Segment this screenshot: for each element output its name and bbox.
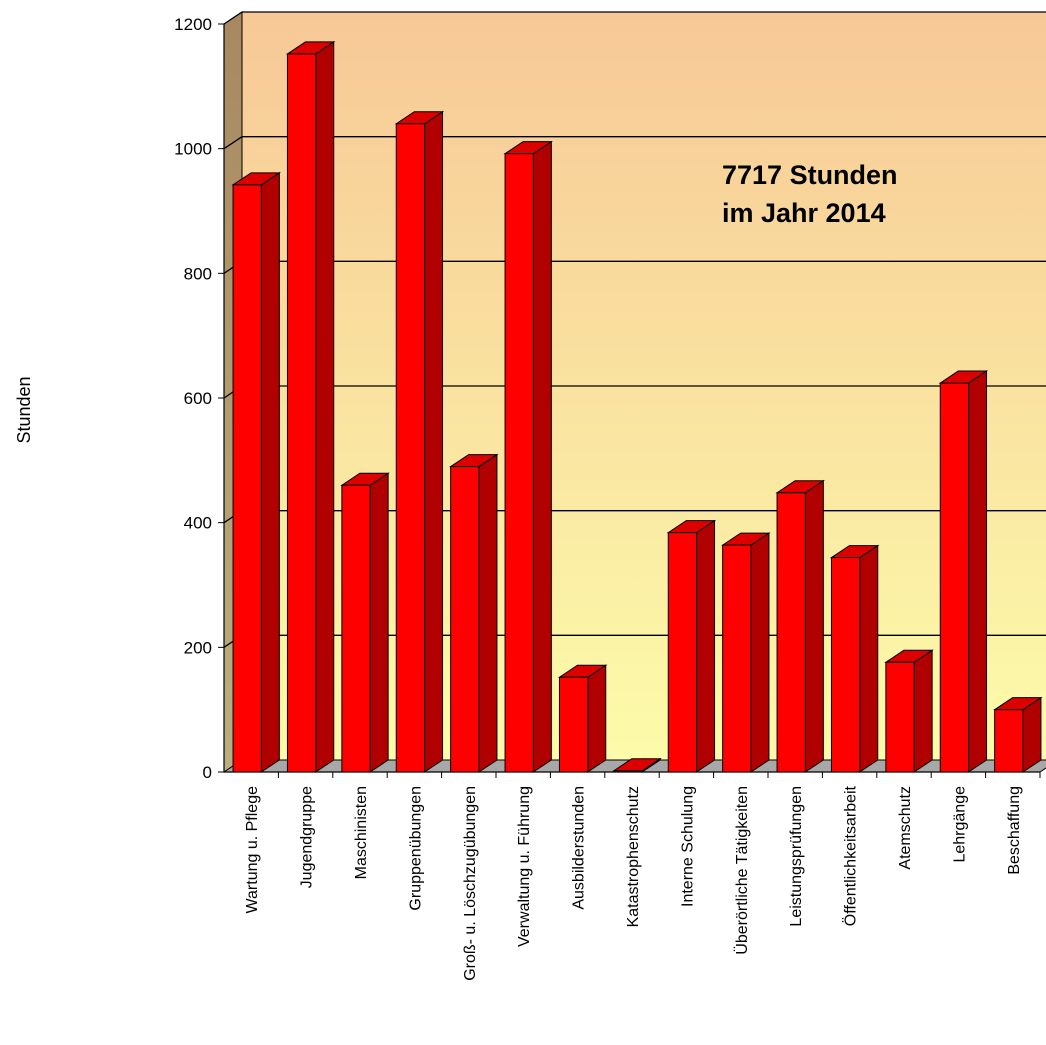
bar-side bbox=[369, 472, 389, 773]
bar-front bbox=[286, 53, 317, 773]
y-tick-label: 400 bbox=[184, 514, 212, 533]
bar-side bbox=[478, 453, 498, 773]
bar-side bbox=[804, 479, 824, 773]
x-tick-label: Ausbilderstunden bbox=[571, 786, 588, 910]
bar bbox=[721, 532, 771, 773]
bar bbox=[340, 472, 390, 773]
x-tick-label: Leistungsprüfungen bbox=[788, 786, 805, 927]
y-tick-label: 1200 bbox=[174, 15, 212, 34]
bar-front bbox=[450, 466, 480, 773]
bar bbox=[557, 664, 608, 773]
bar bbox=[884, 649, 934, 773]
bar-front bbox=[722, 544, 752, 773]
gridline bbox=[223, 11, 1046, 25]
bar bbox=[394, 110, 445, 773]
bar-side bbox=[260, 171, 280, 773]
bar-side bbox=[315, 40, 335, 773]
bar-front bbox=[558, 676, 589, 773]
labels: Wartung u. Pflege Jugendgruppe Maschiniste… bbox=[244, 785, 1023, 980]
bar-front bbox=[939, 382, 970, 773]
y-axis-label: Stunden bbox=[14, 376, 34, 443]
x-tick-label: Lehrgänge bbox=[951, 786, 968, 863]
bar-side bbox=[587, 664, 607, 773]
bar-front bbox=[613, 770, 643, 773]
x-tick-label: Groß- u. Löschzugübungen bbox=[462, 786, 479, 981]
y-tick-label: 0 bbox=[203, 763, 212, 782]
x-tick-label: Wartung u. Pflege bbox=[244, 786, 261, 914]
bar bbox=[449, 453, 499, 773]
x-tick-label: Jugendgruppe bbox=[299, 786, 316, 888]
gridline bbox=[223, 136, 1046, 150]
bar-side bbox=[532, 140, 552, 773]
bar-front bbox=[776, 492, 806, 773]
x-tick-label: Atemschutz bbox=[897, 786, 914, 870]
bar bbox=[231, 171, 281, 773]
y-tick-label: 1000 bbox=[174, 140, 212, 159]
bar bbox=[938, 370, 989, 773]
bar-side bbox=[968, 370, 988, 773]
x-tick-label: Beschaffung bbox=[1006, 786, 1023, 875]
x-tick-label: Maschinisten bbox=[353, 786, 370, 879]
x-tick-label: Interne Schulung bbox=[679, 786, 696, 907]
x-tick-label: Überörtliche Tätigkeiten bbox=[733, 786, 751, 955]
x-tick-label: Katastrophenschutz bbox=[625, 786, 642, 927]
bar-front bbox=[994, 709, 1024, 773]
x-tick-label: Öffentlichkeitsarbeit bbox=[842, 785, 860, 926]
annotation-total: 7717 Stunden im Jahr 2014 bbox=[722, 160, 905, 228]
bar-side bbox=[859, 544, 879, 773]
bar-front bbox=[232, 184, 262, 773]
bar bbox=[285, 40, 336, 773]
bar-front bbox=[830, 557, 861, 773]
annotation-line-1: 7717 Stunden bbox=[722, 160, 898, 190]
bar bbox=[503, 140, 553, 773]
bar-front bbox=[885, 661, 915, 773]
bar bbox=[775, 479, 825, 773]
x-tick-label: Verwaltung u. Führung bbox=[516, 786, 533, 947]
bar bbox=[612, 757, 662, 773]
bar-side bbox=[750, 532, 770, 773]
x-tick-label: Gruppenübungen bbox=[407, 786, 424, 911]
bar-side bbox=[424, 110, 444, 773]
bars bbox=[231, 40, 1043, 773]
bar-side bbox=[1022, 696, 1042, 773]
bar-front bbox=[504, 153, 534, 773]
bar-front bbox=[395, 123, 426, 773]
annotation-line-2: im Jahr 2014 bbox=[722, 198, 886, 228]
y-tick-label: 200 bbox=[184, 638, 212, 657]
bar bbox=[993, 696, 1043, 773]
y-tick-label: 600 bbox=[184, 389, 212, 408]
bar bbox=[666, 519, 717, 773]
bar-front bbox=[667, 532, 698, 773]
y-tick-label: 800 bbox=[184, 264, 212, 283]
bar-front bbox=[341, 484, 371, 773]
bar bbox=[829, 544, 880, 773]
bar-side bbox=[913, 649, 933, 773]
bar-side bbox=[696, 519, 716, 773]
